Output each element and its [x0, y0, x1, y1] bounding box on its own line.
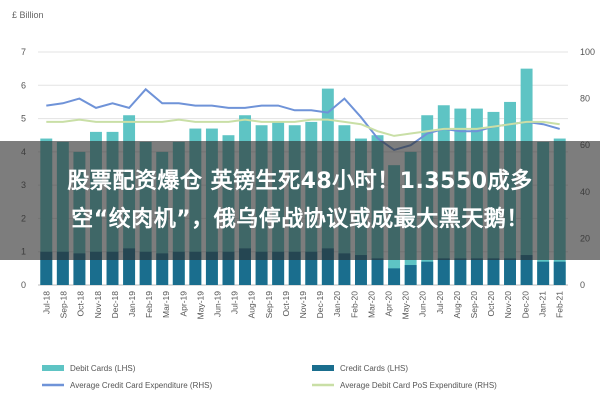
- legend: Debit Cards (LHS) Credit Cards (LHS) Avera…: [42, 364, 497, 390]
- y-tick-label: 7: [21, 47, 26, 57]
- x-tick-label: Oct-18: [76, 291, 86, 317]
- credit-bar: [222, 251, 235, 285]
- credit-bar: [156, 253, 169, 285]
- credit-bar: [537, 261, 550, 285]
- credit-bar: [123, 248, 136, 285]
- x-tick-label: Jan-21: [537, 291, 547, 317]
- credit-bar: [272, 251, 285, 285]
- x-tick-label: Jan-20: [332, 291, 342, 317]
- credit-bar: [305, 251, 318, 285]
- x-tick-label: Jul-20: [435, 291, 445, 314]
- credit-bar: [56, 251, 69, 285]
- x-tick-label: Feb-19: [144, 291, 154, 318]
- unit-label: £ Billion: [12, 10, 44, 20]
- credit-bar: [73, 253, 86, 285]
- y2-tick-label: 0: [580, 280, 585, 290]
- y-tick-label: 0: [21, 280, 26, 290]
- credit-bar: [288, 251, 301, 285]
- x-tick-label: Aug-20: [452, 291, 462, 319]
- legend-label: Average Credit Card Expenditure (RHS): [70, 381, 212, 390]
- avg-credit-line: [46, 87, 560, 151]
- x-tick-label: Nov-18: [93, 291, 103, 319]
- x-tick-label: Apr-20: [383, 291, 393, 317]
- headline-line-2: 空“绞肉机”，俄乌停战协议或成最大黑天鹅！: [71, 206, 529, 232]
- credit-bar: [355, 255, 367, 285]
- credit-bar: [172, 251, 185, 285]
- credit-bar: [553, 261, 566, 285]
- credit-bar: [421, 261, 434, 285]
- x-tick-label: Jun-20: [418, 291, 428, 317]
- x-tick-label: Sep-19: [264, 291, 274, 319]
- avg-debit-pos-line: [46, 118, 560, 137]
- y-tick-label: 6: [21, 80, 26, 90]
- x-tick-label: Nov-20: [503, 291, 513, 319]
- credit-bar: [139, 251, 152, 285]
- credit-bar: [404, 265, 417, 285]
- legend-swatch: [312, 365, 334, 371]
- x-tick-label: Dec-18: [110, 291, 120, 319]
- credit-bar: [255, 251, 268, 285]
- y2-tick-label: 80: [580, 94, 590, 104]
- x-tick-label: Jul-18: [42, 291, 52, 314]
- x-tick-label: Feb-21: [554, 291, 564, 318]
- credit-bar: [239, 248, 251, 285]
- x-tick-label: Mar-19: [161, 291, 171, 318]
- credit-bar: [520, 255, 533, 285]
- credit-bar: [470, 258, 483, 285]
- x-tick-label: Aug-19: [247, 291, 257, 319]
- headline-overlay: 股票配资爆仓 英镑生死48小时！1.3550成多 空“绞肉机”，俄乌停战协议或成…: [0, 141, 600, 260]
- legend-label: Average Debit Card PoS Expenditure (RHS): [340, 381, 497, 390]
- x-tick-label: Apr-19: [178, 291, 188, 317]
- credit-bar: [106, 251, 119, 285]
- credit-bar: [487, 258, 500, 285]
- x-tick-label: Dec-19: [315, 291, 325, 319]
- x-tick-label: Sep-18: [59, 291, 69, 319]
- y-tick-label: 5: [21, 114, 26, 124]
- x-tick-label: Mar-20: [366, 291, 376, 318]
- x-tick-label: Dec-20: [520, 291, 530, 319]
- x-tick-label: Jul-19: [230, 291, 240, 314]
- x-tick-label: Feb-20: [349, 291, 359, 318]
- headline-line-1: 股票配资爆仓 英镑生死48小时！1.3550成多: [67, 168, 533, 194]
- legend-swatch: [42, 365, 64, 371]
- x-tick-label: May-19: [195, 291, 205, 320]
- credit-bar: [189, 251, 202, 285]
- y2-tick-label: 100: [580, 47, 595, 57]
- credit-bar: [437, 258, 450, 285]
- x-tick-label: Oct-19: [281, 291, 291, 317]
- credit-bar: [205, 251, 218, 285]
- credit-bar: [40, 251, 53, 285]
- credit-bar: [454, 258, 467, 285]
- credit-bar: [90, 251, 102, 285]
- credit-bar: [504, 258, 516, 285]
- x-tick-label: Nov-19: [298, 291, 308, 319]
- x-tick-label: Jan-19: [127, 291, 137, 317]
- credit-bar: [321, 248, 334, 285]
- lines: [46, 87, 560, 151]
- x-tick-label: Oct-20: [486, 291, 496, 317]
- credit-bar: [371, 258, 384, 285]
- legend-label: Debit Cards (LHS): [70, 364, 136, 373]
- x-axis: Jul-18 Sep-18 Oct-18 Nov-18 Dec-18 Jan-19 Feb-…: [42, 291, 565, 320]
- credit-bar: [338, 253, 351, 285]
- credit-bar: [388, 268, 401, 285]
- x-tick-label: Sep-20: [469, 291, 479, 319]
- x-tick-label: Jun-19: [213, 291, 223, 317]
- legend-label: Credit Cards (LHS): [340, 364, 408, 373]
- x-tick-label: May-20: [401, 291, 411, 320]
